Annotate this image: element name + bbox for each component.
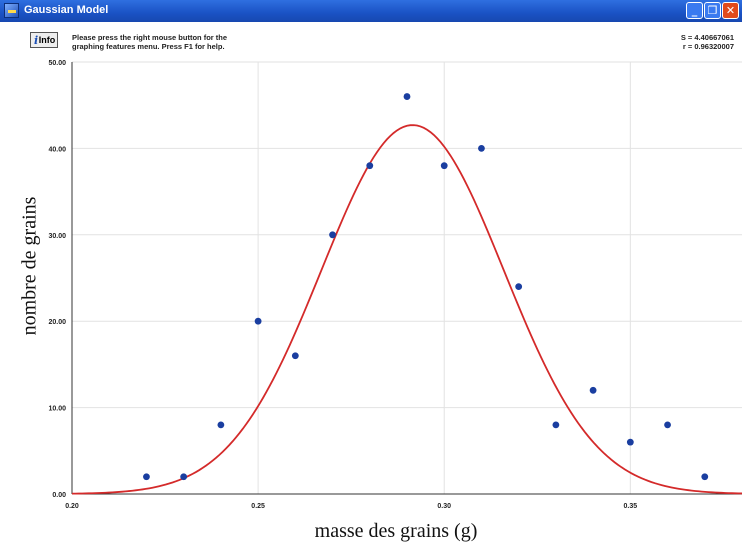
- x-tick-label: 0.20: [65, 503, 79, 510]
- info-button-label: Info: [38, 35, 56, 45]
- data-point: [515, 283, 523, 291]
- close-button[interactable]: ✕: [722, 2, 739, 19]
- data-point: [254, 317, 262, 325]
- help-text-line-2: graphing features menu. Press F1 for hel…: [72, 42, 225, 51]
- minimize-icon: _: [691, 4, 698, 17]
- y-tick-label: 20.00: [48, 319, 66, 326]
- y-axis-title: nombre de grains: [18, 196, 41, 336]
- info-icon: i: [34, 34, 39, 47]
- x-tick-label: 0.35: [624, 503, 638, 510]
- maximize-icon: ❐: [707, 4, 718, 17]
- y-tick-label: 30.00: [48, 233, 66, 240]
- title-bar[interactable]: Gaussian Model _ ❐ ✕: [0, 0, 742, 22]
- close-icon: ✕: [725, 4, 736, 17]
- data-point: [478, 145, 485, 152]
- y-tick-label: 50.00: [48, 60, 66, 67]
- x-tick-label: 0.25: [251, 503, 265, 510]
- x-axis-title: masse des grains (g): [314, 520, 478, 542]
- data-point: [143, 473, 150, 481]
- plot-area: [72, 62, 742, 494]
- stat-s-value: S = 4.40667061: [680, 33, 734, 42]
- data-point: [552, 421, 560, 429]
- data-point: [403, 93, 411, 100]
- x-tick-label: 0.30: [437, 503, 451, 510]
- y-tick-label: 0.00: [52, 492, 66, 499]
- help-text-line-1: Please press the right mouse button for …: [72, 33, 228, 42]
- data-point: [589, 386, 597, 394]
- data-point: [366, 162, 374, 170]
- stat-r-value: r = 0.96320007: [682, 42, 734, 51]
- data-point: [664, 421, 671, 429]
- data-point: [701, 473, 709, 481]
- info-button[interactable]: i Info: [30, 32, 58, 48]
- data-point: [329, 231, 336, 239]
- data-point: [217, 421, 225, 429]
- y-tick-label: 10.00: [48, 406, 66, 413]
- data-point: [626, 438, 634, 446]
- data-point: [440, 162, 448, 170]
- app-icon: [4, 3, 19, 18]
- minimize-button[interactable]: _: [686, 2, 703, 19]
- maximize-button[interactable]: ❐: [704, 2, 721, 19]
- window-title: Gaussian Model: [24, 4, 109, 16]
- data-point: [180, 473, 188, 481]
- data-point: [291, 352, 299, 360]
- y-tick-label: 40.00: [48, 146, 66, 153]
